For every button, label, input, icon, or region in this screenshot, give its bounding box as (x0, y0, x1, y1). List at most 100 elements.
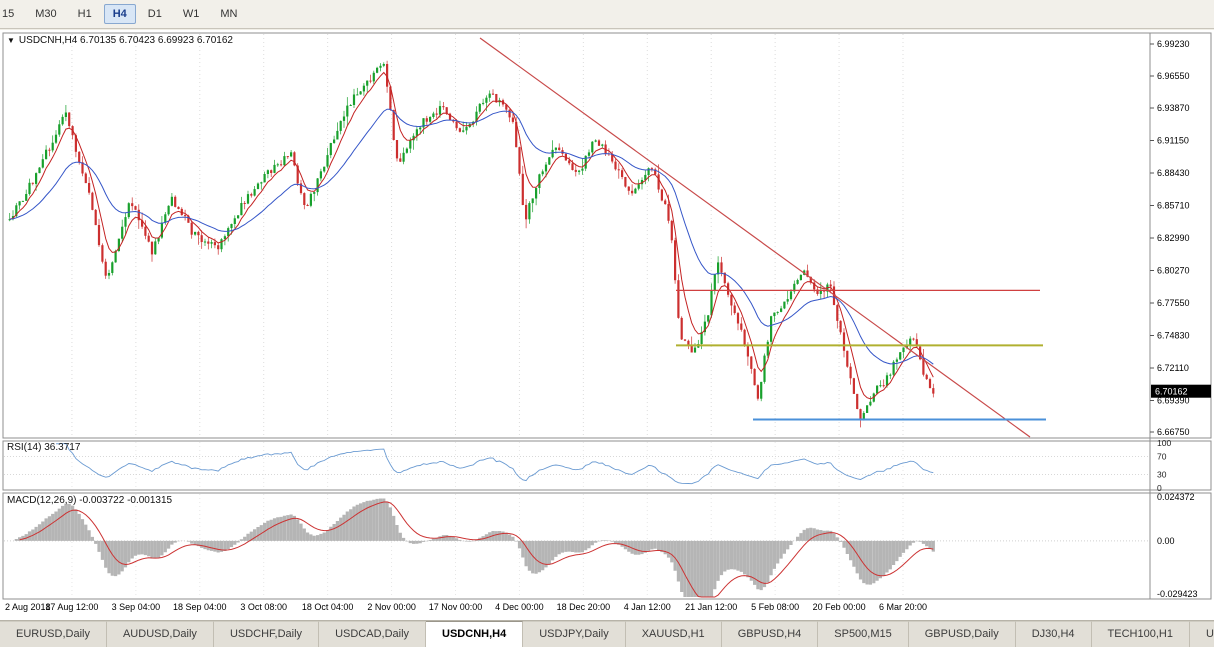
candle-body (730, 294, 733, 306)
candle-body (101, 245, 104, 262)
candle-body (611, 154, 614, 162)
candle-body (869, 401, 872, 406)
symbol-tab-USDCNH-H4[interactable]: USDCNH,H4 (426, 621, 524, 647)
candle-body (710, 290, 713, 316)
candle-body (617, 169, 620, 171)
candle-body (68, 112, 71, 127)
candle-body (491, 93, 495, 95)
candle-body (15, 205, 18, 217)
candle-body (346, 105, 349, 117)
candle-body (243, 203, 246, 204)
candle-body (187, 215, 190, 223)
symbol-tab-UKC[interactable]: UKC (1189, 621, 1214, 647)
candle-body (796, 280, 799, 284)
price-axis-label: 6.93870 (1157, 103, 1190, 113)
candle-body (412, 135, 415, 141)
candle-body (852, 378, 855, 394)
candle-body (154, 241, 157, 255)
candle-body (909, 338, 912, 345)
candle-body (111, 262, 114, 273)
candle-body (366, 80, 369, 86)
candle-body (306, 205, 309, 206)
candle-body (568, 160, 571, 164)
candle-body (859, 409, 862, 420)
candle-body (912, 338, 915, 340)
timeframe-button-D1[interactable]: D1 (147, 8, 162, 20)
symbol-tab-EURUSD-Daily[interactable]: EURUSD,Daily (0, 621, 107, 647)
symbol-tab-XAUUSD-H1[interactable]: XAUUSD,H1 (625, 621, 722, 647)
timeframe-button-MN[interactable]: MN (220, 8, 238, 20)
candle-body (773, 312, 776, 317)
candle-body (535, 188, 538, 199)
candle-body (190, 222, 193, 235)
candle-body (273, 164, 276, 173)
candle-body (637, 184, 640, 189)
candle-body (776, 311, 779, 313)
candle-body (554, 147, 557, 150)
timeframe-button-W1[interactable]: W1 (182, 8, 200, 20)
candle-body (121, 226, 124, 239)
timeframe-button-M30[interactable]: M30 (35, 8, 57, 20)
candle-body (919, 346, 922, 360)
candle-body (505, 104, 508, 110)
candle-body (240, 203, 243, 216)
candle-body (597, 140, 601, 146)
timeframe-button-H4[interactable]: H4 (103, 4, 136, 24)
candle-body (174, 196, 177, 207)
candle-body (147, 235, 150, 242)
candle-body (766, 341, 769, 356)
descending-trendline[interactable] (479, 37, 1031, 438)
candle-body (780, 308, 783, 312)
candle-body (326, 155, 329, 167)
symbol-tab-USDCHF-Daily[interactable]: USDCHF,Daily (213, 621, 320, 647)
candle-body (571, 163, 574, 170)
candle-body (270, 170, 273, 173)
time-axis-label: 5 Feb 08:00 (751, 602, 799, 612)
candle-body (925, 374, 928, 380)
candle-body (124, 217, 127, 227)
candle-body (816, 289, 819, 294)
candle-body (233, 218, 236, 224)
symbol-tab-GBPUSD-H4[interactable]: GBPUSD,H4 (721, 621, 819, 647)
candle-body (614, 161, 617, 170)
symbol-tab-DJ30-H4[interactable]: DJ30,H4 (1015, 621, 1092, 647)
time-axis-label: 4 Dec 00:00 (495, 602, 544, 612)
symbol-tab-TECH100-H1[interactable]: TECH100,H1 (1091, 621, 1190, 647)
candle-body (144, 226, 147, 236)
symbol-tab-USDCAD-Daily[interactable]: USDCAD,Daily (319, 621, 427, 647)
candle-body (667, 204, 670, 221)
candle-body (200, 235, 203, 242)
chart-canvas[interactable]: 6.99230 6.96550 6.93870 6.91150 6.88430 6.857… (0, 30, 1214, 620)
candle-body (601, 144, 604, 146)
candle-body (813, 282, 816, 290)
timeframe-button-H1[interactable]: H1 (77, 8, 92, 20)
candle-body (31, 182, 34, 184)
symbol-tab-AUDUSD-Daily[interactable]: AUDUSD,Daily (106, 621, 214, 647)
candle-body (237, 215, 240, 219)
candle-body (644, 174, 647, 180)
price-axis-label: 6.77550 (1157, 298, 1190, 308)
timeframe-button-15[interactable]: 15 (2, 8, 15, 20)
candle-body (508, 109, 511, 118)
candle-body (753, 368, 756, 386)
candle-body (227, 228, 230, 237)
symbol-tab-GBPUSD-Daily[interactable]: GBPUSD,Daily (908, 621, 1016, 647)
candle-body (429, 117, 432, 122)
candle-body (713, 274, 716, 291)
symbol-tab-SP500-M15[interactable]: SP500,M15 (818, 621, 909, 647)
candle-body (392, 109, 395, 140)
candle-body (389, 86, 392, 110)
candle-body (207, 241, 210, 244)
candle-body (425, 118, 428, 122)
main-chart-panel[interactable] (2, 32, 1212, 439)
symbol-tab-USDJPY-Daily[interactable]: USDJPY,Daily (523, 621, 626, 647)
candle-body (640, 180, 644, 185)
candle-body (177, 206, 180, 209)
candle-body (866, 405, 869, 413)
candle-body (38, 167, 41, 174)
candle-body (740, 323, 743, 330)
candle-body (405, 148, 408, 153)
rsi-axis-label: 70 (1157, 452, 1167, 462)
price-axis-label: 6.99230 (1157, 39, 1190, 49)
price-axis-label: 6.85710 (1157, 201, 1190, 211)
